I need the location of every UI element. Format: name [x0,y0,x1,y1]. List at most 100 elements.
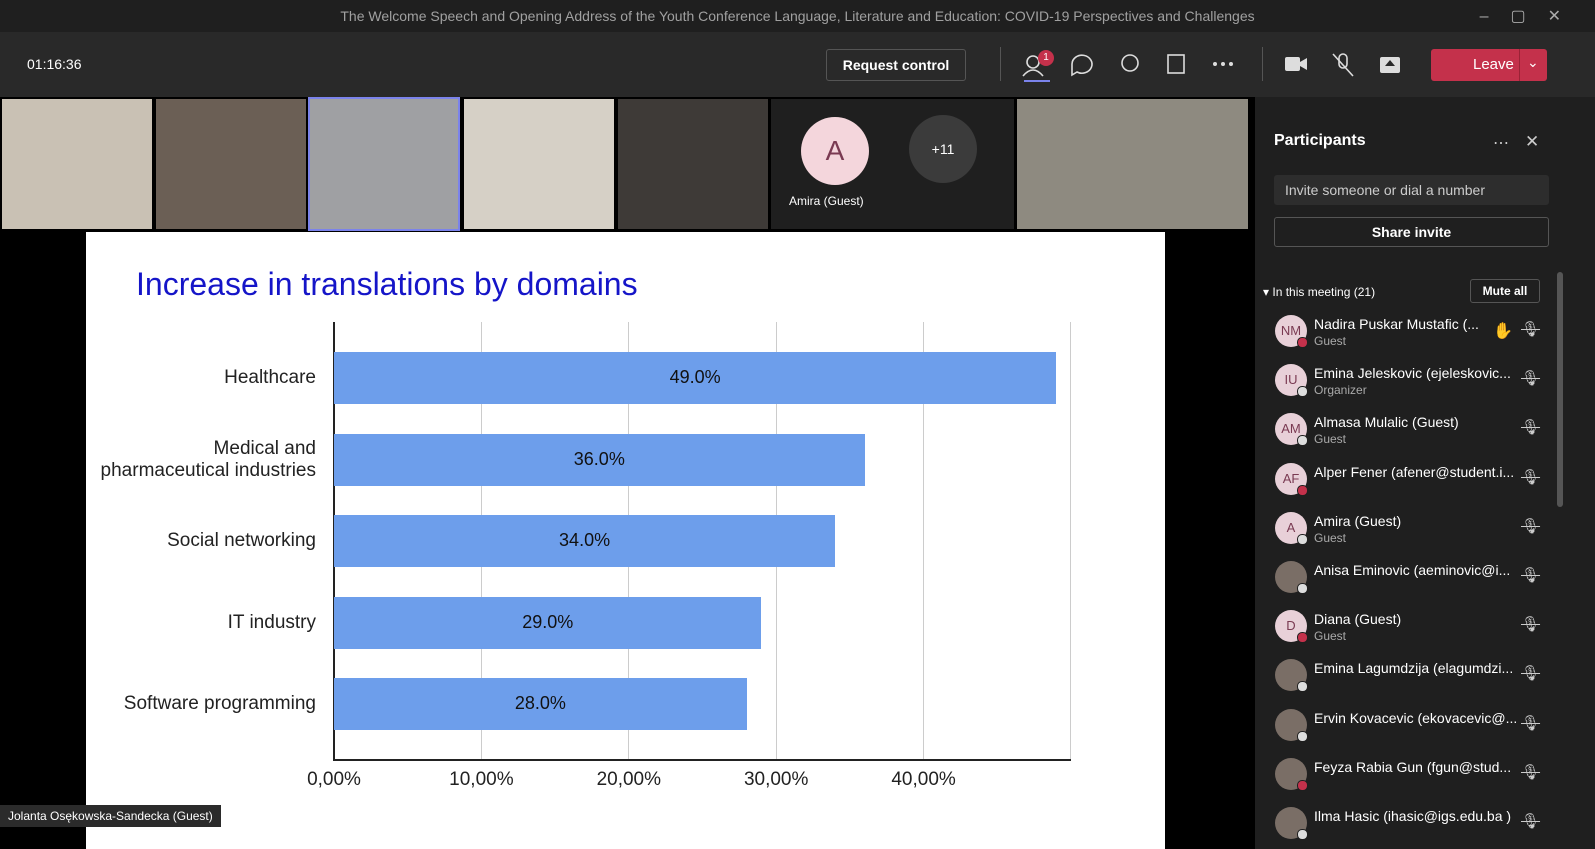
mute-icon: 🎙 [1521,567,1541,584]
meeting-toolbar: 01:16:36 Request control 1 Leave ⌄ [0,32,1595,97]
scrollbar[interactable] [1557,272,1563,507]
window-controls[interactable]: –▢✕ [1479,8,1583,25]
presence-dot [1297,730,1308,742]
mute-icon: 🎙 [1521,616,1541,634]
presence-dot [1297,681,1308,693]
participant-name: Ervin Kovacevic (ekovacevic@... [1314,709,1518,726]
video-tile[interactable] [2,99,152,229]
chart-title: Increase in translations by domains [136,266,638,302]
x-tick-label: 20,00% [596,769,662,790]
mute-all-button[interactable]: Mute all [1470,279,1540,303]
y-tick-label: Social networking [167,530,316,552]
raised-hand: ✋ [1493,323,1513,340]
share-invite-button[interactable]: Share invite [1274,217,1549,247]
plot-border [1070,322,1071,760]
title-bar: The Welcome Speech and Opening Address o… [0,0,1595,32]
x-axis [333,759,1071,761]
mute-icon: 🎙 [1521,370,1541,388]
bar-value-label: 34.0% [559,530,611,551]
grid-line [923,322,925,760]
bar-value-label: 29.0% [522,611,574,632]
leave-menu[interactable]: ⌄ [1527,54,1539,70]
participant-name: Ilma Hasic (ihasic@igs.edu.ba ) [1314,808,1512,824]
bar-value-label: 36.0% [573,448,625,469]
mute-icon: 🎙 [1521,714,1541,732]
presence-dot [1297,829,1308,840]
participant-role: Guest [1314,432,1347,447]
presence-dot [1297,779,1308,791]
participant-row[interactable]: Ervin Kovacevic (ekovacevic@... 🎙 [1275,708,1575,758]
participant-row[interactable]: D Diana (Guest) Guest 🎙 [1275,610,1575,659]
bar: 49.0% [334,352,1057,404]
x-tick-label: 0,00% [307,769,361,790]
leave-button[interactable]: Leave ⌄ [1431,49,1547,81]
media-controls[interactable] [1283,50,1413,80]
divider [1262,47,1263,81]
x-tick-label: 40,00% [891,769,956,790]
participant-row[interactable]: Anisa Eminovic (aeminovic@i... 🎙 [1275,561,1575,610]
avatar-name: Amira (Guest) [789,194,864,208]
participant-name: Diana (Guest) [1314,611,1402,628]
participant-row[interactable]: NM Nadira Puskar Mustafic (... Guest ✋ 🎙 [1275,315,1575,364]
participant-role: Guest [1314,334,1347,348]
section-header[interactable]: ▾ In this meeting (21) [1263,285,1376,299]
participant-row[interactable]: AM Almasa Mulalic (Guest) Guest 🎙 [1275,413,1575,462]
presence-dot [1297,337,1308,348]
participant-row[interactable]: Emina Lagumdzija (elagumdzi... 🎙 [1275,659,1575,708]
search-box[interactable]: Invite someone or dial a number [1274,175,1549,205]
participants-panel: Participants ⋯ ✕ Invite someone or dial … [1255,97,1595,849]
participant-row[interactable]: A Amira (Guest) Guest 🎙 [1275,511,1575,561]
presenter-name: Jolanta Osękowska-Sandecka (Guest) [0,805,221,827]
mute-icon: 🎙 [1521,665,1541,683]
divider [1000,47,1001,81]
search-placeholder: Invite someone or dial a number [1285,182,1485,198]
overflow-count[interactable]: +11 [909,115,977,183]
shared-slide: Increase in translations by domains 0,00%… [86,232,1165,849]
x-tick-label: 10,00% [449,769,514,790]
video-tile[interactable] [1017,99,1248,229]
participant-name: Amira (Guest) [1314,512,1402,529]
bar: 34.0% [334,515,836,568]
bar: 28.0% [334,678,747,731]
video-tile[interactable] [308,97,460,231]
divider [1519,49,1520,81]
y-tick-label: IT industry [227,611,316,633]
video-tile[interactable] [618,99,768,229]
video-tile[interactable] [464,99,614,229]
panel-close[interactable]: ✕ [1525,132,1540,151]
mute-icon: 🎙 [1521,517,1541,535]
participant-name: Emina Lagumdzija (elagumdzi... [1314,660,1514,677]
participant-name: Nadira Puskar Mustafic (... [1314,316,1479,332]
avatar-tile[interactable]: A Amira (Guest) +11 [771,99,1014,229]
presence-dot [1297,632,1308,644]
participant-list: NM Nadira Puskar Mustafic (... Guest ✋ 🎙 IU Em… [1255,315,1585,849]
panel-more[interactable]: ⋯ [1493,135,1509,152]
y-tick-label: Software programming [123,693,316,715]
mute-icon: 🎙 [1521,468,1541,486]
participant-row[interactable]: IU Emina Jeleskovic (ejeleskovic... Organi… [1275,364,1575,413]
participant-role: Guest [1314,629,1347,644]
toolbar-icons[interactable] [1020,50,1240,82]
people-badge: 1 [1038,50,1054,66]
video-tile[interactable] [156,99,306,229]
participant-name: Almasa Mulalic (Guest) [1314,414,1459,431]
mute-icon: 🎙 [1521,321,1541,338]
participant-row[interactable]: Ilma Hasic (ihasic@igs.edu.ba ) 🎙 [1275,807,1575,849]
bar: 36.0% [334,433,865,486]
participant-name: Anisa Eminovic (aeminovic@i... [1314,562,1511,578]
bar: 29.0% [334,596,762,649]
request-control-button[interactable]: Request control [826,49,966,81]
presence-dot [1297,484,1308,496]
participant-row[interactable]: Feyza Rabia Gun (fgun@stud... 🎙 [1275,757,1575,807]
bar-value-label: 49.0% [669,367,721,387]
meeting-timer: 01:16:36 [27,56,82,72]
avatar: A [801,117,869,185]
leave-label: Leave [1473,56,1514,73]
participant-role: Organizer [1314,383,1367,398]
presence-dot [1297,435,1308,447]
participant-role: Guest [1314,530,1347,545]
bar-value-label: 28.0% [514,693,566,714]
participant-row[interactable]: AF Alper Fener (afener@student.i... 🎙 [1275,462,1575,512]
mute-icon: 🎙 [1521,763,1541,781]
